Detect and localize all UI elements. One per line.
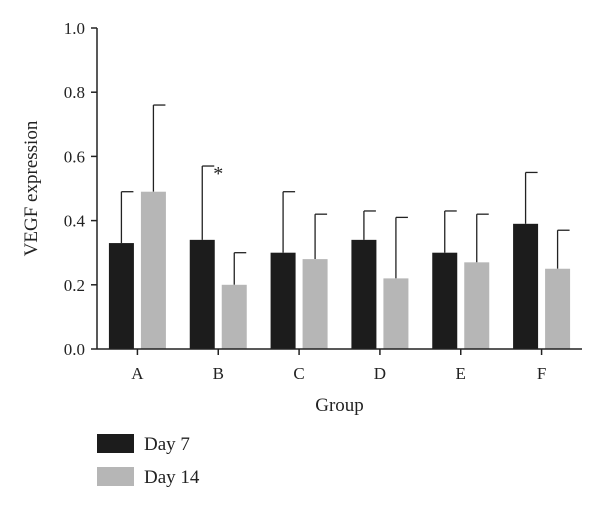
bar-c-series-1 (270, 252, 296, 349)
bar-b-series-2 (221, 284, 247, 349)
bar-c-series-2 (302, 259, 328, 349)
plot-area: 0.0 0.2 0.4 0.6 0.8 1.0 A B C D E F * (64, 19, 571, 383)
x-axis-title: Group (315, 395, 364, 416)
legend-swatch (97, 434, 134, 453)
y-tick-label: 0.6 (64, 147, 85, 166)
bar-e-series-1 (432, 252, 458, 349)
bar-d-series-2 (383, 278, 409, 349)
legend-label: Day 7 (144, 434, 190, 455)
x-tick-label: A (131, 364, 144, 383)
x-tick-label: C (293, 364, 304, 383)
x-tick-label: F (537, 364, 546, 383)
bar-a-series-2 (140, 191, 166, 349)
y-tick-label: 0.0 (64, 340, 85, 359)
y-axis-title: VEGF expression (21, 120, 42, 256)
bar-f-series-1 (513, 223, 539, 349)
bar-d-series-1 (351, 239, 377, 349)
legend-swatch (97, 467, 134, 486)
x-tick-label: E (456, 364, 466, 383)
bar-e-series-2 (464, 262, 490, 349)
bar-a-series-1 (108, 243, 134, 349)
y-tick-label: 0.2 (64, 276, 85, 295)
x-tick-label: B (213, 364, 224, 383)
axes (96, 28, 582, 350)
y-tick-label: 0.8 (64, 83, 85, 102)
legend: Day 7 Day 14 (97, 434, 200, 488)
significance-mark: * (213, 163, 223, 185)
bar-f-series-2 (545, 268, 571, 349)
y-tick-label: 1.0 (64, 19, 85, 38)
y-tick-label: 0.4 (64, 212, 86, 231)
x-tick-label: D (374, 364, 386, 383)
legend-label: Day 14 (144, 467, 200, 488)
bar-b-series-1 (189, 239, 215, 349)
